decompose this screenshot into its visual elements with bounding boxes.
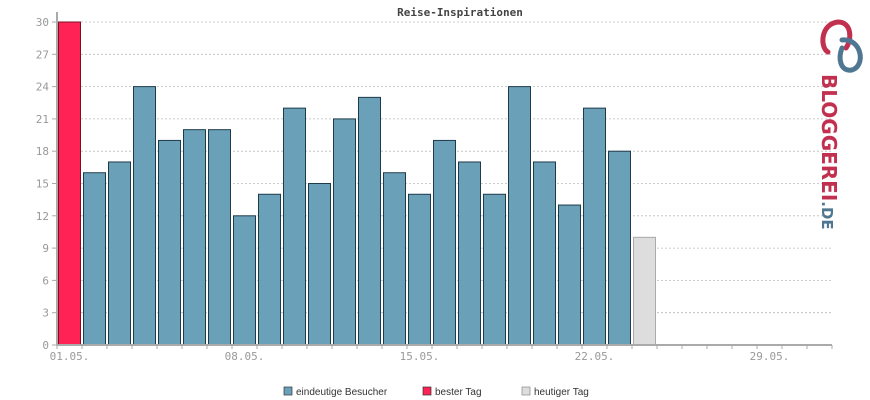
legend-label-today: heutiger Tag [534,387,589,398]
bloggerei-logo: BLOGGEREI.DE [817,19,863,230]
x-axis-ticks: 01.05. 08.05. 15.05. 22.05. 29.05. [50,345,833,363]
bar-today [633,236,656,346]
x-tick-label: 15.05. [400,350,440,363]
legend: eindeutige Besucher bester Tag heutiger … [283,386,589,398]
y-tick-label: 27 [36,48,49,61]
y-tick-label: 21 [36,113,49,126]
y-tick-label: 6 [42,274,49,287]
bar [433,139,456,346]
y-tick-label: 9 [42,242,49,255]
chart-title: Reise-Inspirationen [397,6,523,19]
bar [458,161,481,346]
bar [608,150,631,346]
bar [133,86,156,346]
bar [383,172,406,346]
bar [308,183,331,346]
bar [208,129,231,346]
y-tick-label: 0 [42,339,49,352]
legend-item-unique-visitors: eindeutige Besucher [283,386,388,398]
bar [283,107,306,346]
svg-text:BLOGGEREI.DE: BLOGGEREI.DE [817,74,841,230]
y-tick-label: 30 [36,16,49,29]
legend-label-best-day: bester Tag [435,387,482,398]
y-tick-label: 24 [36,81,50,94]
y-tick-label: 18 [36,145,49,158]
legend-swatch-today [521,386,531,396]
bar [183,129,206,346]
bar [358,96,381,346]
x-tick-label: 22.05. [575,350,615,363]
bar [83,172,106,346]
y-tick-label: 12 [36,210,49,223]
y-tick-label: 3 [42,307,49,320]
logo-text-main: BLOGGEREI [817,74,841,201]
y-axis-ticks: 0 3 6 9 12 15 18 21 24 27 30 [36,16,57,352]
bar [258,193,281,346]
x-tick-label: 29.05. [750,350,790,363]
x-tick-label: 08.05. [225,350,265,363]
bar [108,161,131,346]
y-tick-label: 15 [36,178,49,191]
bar [333,118,356,346]
bar-best-day [58,21,81,346]
bar [583,107,606,346]
bar [158,139,181,346]
bar [533,161,556,346]
axes [56,12,832,346]
bar [508,86,531,346]
bar [408,193,431,346]
legend-item-best-day: bester Tag [422,386,482,398]
bar [483,193,506,346]
legend-label-unique-visitors: eindeutige Besucher [296,387,388,398]
legend-swatch-best-day [422,386,432,396]
logo-text-suffix: .DE [818,201,836,229]
legend-item-today: heutiger Tag [521,386,589,398]
bar [558,204,581,346]
bars [58,21,656,346]
legend-swatch-unique-visitors [283,386,293,396]
logo-icon [820,19,863,73]
bar [233,215,256,346]
x-tick-label: 01.05. [50,350,90,363]
